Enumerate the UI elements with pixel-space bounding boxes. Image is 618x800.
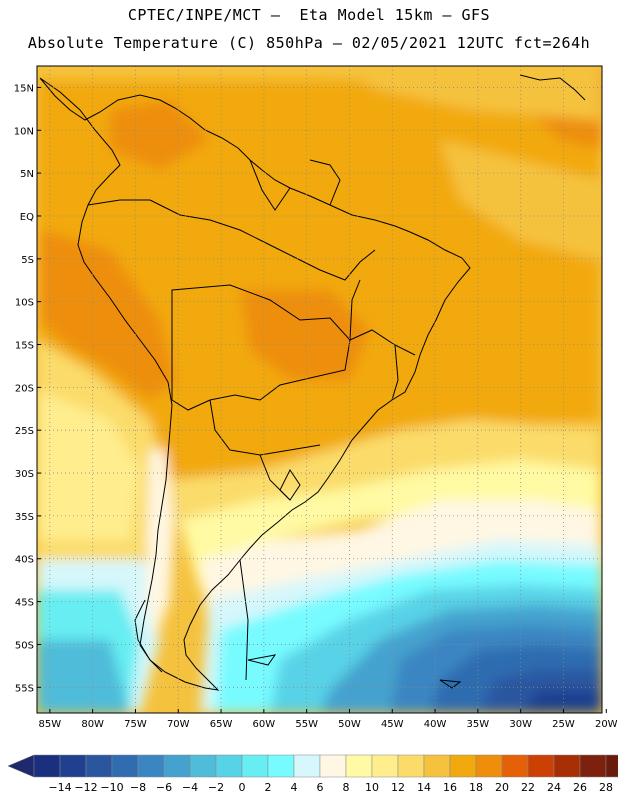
colorbar-swatch [33, 754, 61, 778]
colorbar-label: −4 [182, 781, 198, 794]
colorbar-label: −14 [48, 781, 71, 794]
colorbar-label: 0 [239, 781, 246, 794]
colorbar-swatch [345, 754, 373, 778]
colorbar-label: 22 [521, 781, 535, 794]
lon-tick-label: 60W [253, 719, 276, 730]
colorbar-low-arrow [7, 754, 35, 778]
lon-tick-label: 25W [552, 719, 575, 730]
colorbar-label: 24 [547, 781, 561, 794]
colorbar-swatch [397, 754, 425, 778]
colorbar-swatch [241, 754, 269, 778]
colorbar-swatch [449, 754, 477, 778]
lat-tick-label: 45S [15, 598, 34, 609]
lat-tick-label: EQ [20, 212, 34, 223]
colorbar-label: 14 [417, 781, 431, 794]
lon-tick-label: 55W [295, 719, 318, 730]
lat-tick-label: 50S [15, 640, 34, 651]
lat-tick-label: 10S [15, 298, 34, 309]
lat-tick-label: 15N [14, 83, 34, 94]
colorbar-swatch [293, 754, 321, 778]
lat-tick-label: 40S [15, 555, 34, 566]
colorbar-swatch [423, 754, 451, 778]
colorbar-label: 4 [291, 781, 298, 794]
colorbar: −14 −12 −10 −8 −6 −4 −2 0 2 4 6 8 10 12 14 16 18 20 22 24 26… [7, 754, 618, 794]
lon-tick-label: 20W [595, 719, 618, 730]
chart-title-line-2: Absolute Temperature (C) 850hPa – 02/05/… [27, 34, 591, 52]
map-frame [36, 65, 603, 714]
colorbar-swatch [319, 754, 347, 778]
colorbar-label: −8 [130, 781, 146, 794]
colorbar-swatch [553, 754, 581, 778]
colorbar-swatch [111, 754, 139, 778]
lat-tick-label: 25S [15, 426, 34, 437]
colorbar-label: 16 [443, 781, 457, 794]
longitude-labels: 85W 80W 75W 70W 65W 60W 55W 50W 45W 40W 35W 30W 25W 2… [39, 709, 618, 730]
lat-tick-label: 30S [15, 469, 34, 480]
lat-tick-label: 5S [21, 255, 34, 266]
lon-tick-label: 80W [81, 719, 104, 730]
lon-tick-label: 85W [39, 719, 62, 730]
colorbar-label: −12 [74, 781, 97, 794]
colorbar-swatch [605, 754, 618, 778]
lat-tick-label: 55S [15, 683, 34, 694]
colorbar-swatch [475, 754, 503, 778]
colorbar-label: −6 [156, 781, 172, 794]
colorbar-swatch [371, 754, 399, 778]
coastlines [39, 74, 586, 691]
lon-tick-label: 30W [509, 719, 532, 730]
lon-tick-label: 65W [210, 719, 233, 730]
colorbar-swatch [189, 754, 217, 778]
colorbar-label: 18 [469, 781, 483, 794]
latitude-labels: 15N 10N 5N EQ 5S 10S 15S 20S 25S 30S 35S 40S 45S 50S 5… [14, 83, 41, 694]
chart-title-line-1: CPTEC/INPE/MCT – Eta Model 15km – GFS [127, 6, 491, 24]
colorbar-swatch [527, 754, 555, 778]
lat-tick-label: 35S [15, 512, 34, 523]
lat-tick-label: 15S [15, 341, 34, 352]
lon-tick-label: 70W [167, 719, 190, 730]
colorbar-swatch [85, 754, 113, 778]
colorbar-swatch [163, 754, 191, 778]
lon-tick-label: 35W [467, 719, 490, 730]
colorbar-label: 8 [343, 781, 350, 794]
lat-tick-label: 5N [20, 169, 34, 180]
colorbar-label: 12 [391, 781, 405, 794]
lon-tick-label: 45W [381, 719, 404, 730]
lat-tick-label: 10N [14, 126, 34, 137]
temperature-field [37, 66, 602, 713]
lon-tick-label: 50W [338, 719, 361, 730]
lat-tick-label: 20S [15, 383, 34, 394]
colorbar-label: 20 [495, 781, 509, 794]
colorbar-swatch [215, 754, 243, 778]
colorbar-swatch [59, 754, 87, 778]
lon-tick-label: 75W [124, 719, 147, 730]
colorbar-label: 2 [265, 781, 272, 794]
colorbar-label: −10 [100, 781, 123, 794]
colorbar-label: −2 [208, 781, 224, 794]
colorbar-label: 10 [365, 781, 379, 794]
colorbar-swatch [267, 754, 295, 778]
lon-tick-label: 40W [424, 719, 447, 730]
colorbar-swatch [137, 754, 165, 778]
colorbar-label: 28 [599, 781, 613, 794]
colorbar-label: 6 [317, 781, 324, 794]
colorbar-swatch [579, 754, 607, 778]
colorbar-label: 26 [573, 781, 587, 794]
colorbar-swatch [501, 754, 529, 778]
